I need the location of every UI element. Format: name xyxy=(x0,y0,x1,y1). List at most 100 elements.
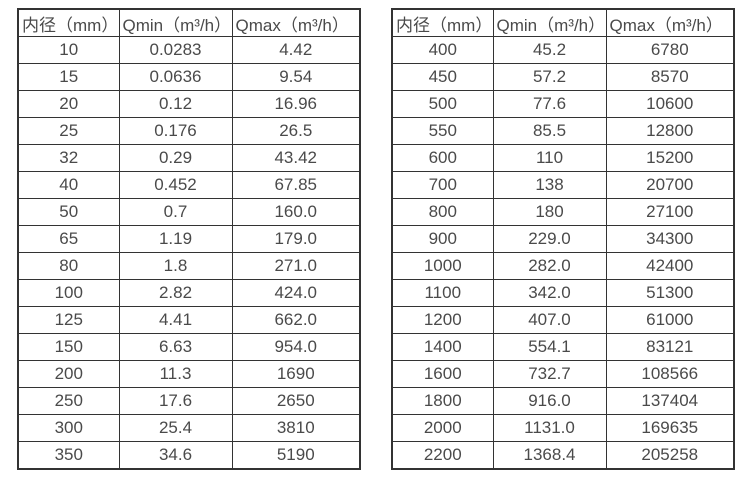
table-row: 10 0.0283 4.42 xyxy=(17,36,361,64)
header-cell-qmax: Qmax（m³/h） xyxy=(231,8,361,37)
table-row: 350 34.6 5190 xyxy=(17,441,361,470)
data-cell: 67.85 xyxy=(231,171,361,199)
data-cell: 169635 xyxy=(605,414,735,442)
data-cell: 6780 xyxy=(605,36,735,64)
table-row: 32 0.29 43.42 xyxy=(17,144,361,172)
data-cell: 1800 xyxy=(391,387,494,415)
data-cell: 150 xyxy=(17,333,120,361)
data-cell: 600 xyxy=(391,144,494,172)
data-cell: 180 xyxy=(492,198,607,226)
data-cell: 32 xyxy=(17,144,120,172)
data-cell: 0.0283 xyxy=(118,36,233,64)
table-row: 15 0.0636 9.54 xyxy=(17,63,361,91)
data-cell: 1400 xyxy=(391,333,494,361)
data-cell: 20 xyxy=(17,90,120,118)
data-cell: 10600 xyxy=(605,90,735,118)
data-cell: 51300 xyxy=(605,279,735,307)
data-cell: 6.63 xyxy=(118,333,233,361)
data-cell: 0.12 xyxy=(118,90,233,118)
data-cell: 4.41 xyxy=(118,306,233,334)
data-cell: 26.5 xyxy=(231,117,361,145)
data-cell: 342.0 xyxy=(492,279,607,307)
table-row: 40 0.452 67.85 xyxy=(17,171,361,199)
data-cell: 80 xyxy=(17,252,120,280)
data-cell: 1200 xyxy=(391,306,494,334)
header-cell-diameter: 内径（mm） xyxy=(391,8,494,37)
data-cell: 8570 xyxy=(605,63,735,91)
data-cell: 550 xyxy=(391,117,494,145)
table-row: 100 2.82 424.0 xyxy=(17,279,361,307)
data-cell: 2200 xyxy=(391,441,494,470)
table-row: 1000 282.0 42400 xyxy=(391,252,735,280)
data-cell: 1100 xyxy=(391,279,494,307)
data-cell: 20700 xyxy=(605,171,735,199)
data-cell: 554.1 xyxy=(492,333,607,361)
data-cell: 40 xyxy=(17,171,120,199)
table-row: 500 77.6 10600 xyxy=(391,90,735,118)
data-cell: 500 xyxy=(391,90,494,118)
data-cell: 45.2 xyxy=(492,36,607,64)
data-cell: 9.54 xyxy=(231,63,361,91)
table-row: 1100 342.0 51300 xyxy=(391,279,735,307)
flow-range-table-right: 内径（mm） Qmin（m³/h） Qmax（m³/h） 400 45.2 6780… xyxy=(391,8,735,470)
flow-range-table-left: 内径（mm） Qmin（m³/h） Qmax（m³/h） 10 0.0283 4.4… xyxy=(17,8,361,470)
table-body: 10 0.0283 4.42 15 0.0636 9.54 20 0.12 16.96 25 0.1… xyxy=(17,36,361,470)
data-cell: 1.8 xyxy=(118,252,233,280)
data-cell: 10 xyxy=(17,36,120,64)
table-row: 1800 916.0 137404 xyxy=(391,387,735,415)
table-row: 450 57.2 8570 xyxy=(391,63,735,91)
table-row: 2000 1131.0 169635 xyxy=(391,414,735,442)
data-cell: 138 xyxy=(492,171,607,199)
data-cell: 100 xyxy=(17,279,120,307)
table-row: 1600 732.7 108566 xyxy=(391,360,735,388)
data-cell: 1131.0 xyxy=(492,414,607,442)
data-cell: 954.0 xyxy=(231,333,361,361)
data-cell: 42400 xyxy=(605,252,735,280)
data-cell: 300 xyxy=(17,414,120,442)
data-cell: 2000 xyxy=(391,414,494,442)
data-cell: 700 xyxy=(391,171,494,199)
data-cell: 3810 xyxy=(231,414,361,442)
data-cell: 25.4 xyxy=(118,414,233,442)
data-cell: 17.6 xyxy=(118,387,233,415)
data-cell: 407.0 xyxy=(492,306,607,334)
data-cell: 15 xyxy=(17,63,120,91)
data-cell: 1600 xyxy=(391,360,494,388)
table-row: 25 0.176 26.5 xyxy=(17,117,361,145)
data-cell: 43.42 xyxy=(231,144,361,172)
table-row: 125 4.41 662.0 xyxy=(17,306,361,334)
table-row: 80 1.8 271.0 xyxy=(17,252,361,280)
spec-table-large-diameters: 内径（mm） Qmin（m³/h） Qmax（m³/h） 400 45.2 6780… xyxy=(391,8,735,470)
data-cell: 0.0636 xyxy=(118,63,233,91)
header-row: 内径（mm） Qmin（m³/h） Qmax（m³/h） xyxy=(391,8,735,37)
table-row: 800 180 27100 xyxy=(391,198,735,226)
data-cell: 0.7 xyxy=(118,198,233,226)
data-cell: 229.0 xyxy=(492,225,607,253)
data-cell: 83121 xyxy=(605,333,735,361)
data-cell: 11.3 xyxy=(118,360,233,388)
data-cell: 200 xyxy=(17,360,120,388)
header-cell-diameter: 内径（mm） xyxy=(17,8,120,37)
table-row: 700 138 20700 xyxy=(391,171,735,199)
data-cell: 27100 xyxy=(605,198,735,226)
data-cell: 4.42 xyxy=(231,36,361,64)
table-row: 1400 554.1 83121 xyxy=(391,333,735,361)
header-cell-qmax: Qmax（m³/h） xyxy=(605,8,735,37)
data-cell: 1690 xyxy=(231,360,361,388)
data-cell: 0.452 xyxy=(118,171,233,199)
data-cell: 5190 xyxy=(231,441,361,470)
data-cell: 900 xyxy=(391,225,494,253)
data-cell: 34300 xyxy=(605,225,735,253)
table-row: 900 229.0 34300 xyxy=(391,225,735,253)
data-cell: 1000 xyxy=(391,252,494,280)
data-cell: 12800 xyxy=(605,117,735,145)
table-row: 200 11.3 1690 xyxy=(17,360,361,388)
data-cell: 61000 xyxy=(605,306,735,334)
data-cell: 450 xyxy=(391,63,494,91)
table-body: 400 45.2 6780 450 57.2 8570 500 77.6 10600 550 85.… xyxy=(391,36,735,470)
data-cell: 400 xyxy=(391,36,494,64)
data-cell: 125 xyxy=(17,306,120,334)
table-row: 150 6.63 954.0 xyxy=(17,333,361,361)
table-row: 1200 407.0 61000 xyxy=(391,306,735,334)
